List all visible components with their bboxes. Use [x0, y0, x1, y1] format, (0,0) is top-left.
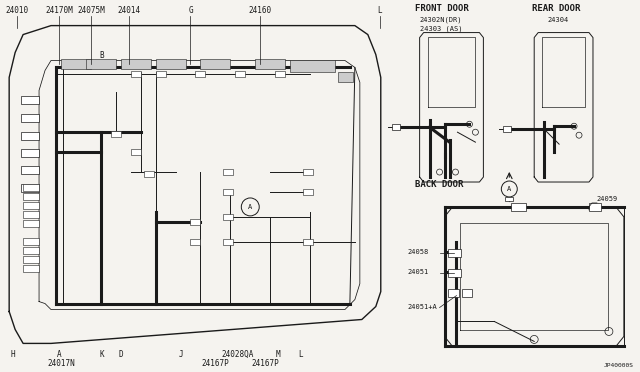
- Bar: [223, 239, 234, 245]
- Bar: [156, 71, 166, 77]
- Polygon shape: [534, 33, 593, 182]
- Bar: [506, 197, 513, 201]
- Bar: [23, 193, 39, 200]
- Bar: [503, 126, 511, 132]
- Text: L: L: [298, 350, 302, 359]
- Bar: [23, 220, 39, 227]
- Bar: [447, 249, 461, 257]
- Bar: [392, 124, 400, 130]
- Bar: [23, 265, 39, 272]
- Text: D: D: [118, 350, 123, 359]
- Text: REAR DOOR: REAR DOOR: [532, 4, 580, 13]
- Text: 24304: 24304: [547, 17, 568, 23]
- Text: 24051+A: 24051+A: [408, 304, 437, 310]
- Bar: [23, 256, 39, 263]
- Bar: [131, 71, 141, 77]
- Text: 24303 (AS): 24303 (AS): [420, 25, 462, 32]
- Bar: [21, 166, 39, 174]
- Text: JP40000S: JP40000S: [604, 363, 634, 368]
- Bar: [21, 184, 39, 192]
- Bar: [121, 60, 150, 70]
- Bar: [131, 149, 141, 155]
- Text: A: A: [57, 350, 61, 359]
- Bar: [195, 71, 205, 77]
- Bar: [236, 71, 245, 77]
- Bar: [23, 211, 39, 218]
- Bar: [23, 247, 39, 254]
- Text: 24167P: 24167P: [202, 359, 229, 368]
- Text: 24017N: 24017N: [47, 359, 75, 368]
- Bar: [23, 184, 39, 191]
- Bar: [200, 60, 230, 70]
- Text: 24058: 24058: [408, 249, 429, 255]
- Bar: [463, 289, 472, 296]
- Bar: [303, 189, 313, 195]
- Bar: [21, 114, 39, 122]
- Text: 24302N(DR): 24302N(DR): [420, 16, 462, 23]
- Text: 24170M: 24170M: [45, 6, 73, 15]
- Bar: [303, 239, 313, 245]
- Bar: [223, 214, 234, 220]
- Bar: [338, 73, 353, 82]
- Text: M: M: [276, 350, 280, 359]
- Text: A: A: [248, 204, 252, 210]
- Text: 24051: 24051: [408, 269, 429, 275]
- Polygon shape: [445, 207, 624, 346]
- Text: K: K: [99, 350, 104, 359]
- Bar: [21, 96, 39, 104]
- Text: B: B: [100, 51, 104, 60]
- Text: L: L: [378, 6, 382, 15]
- Bar: [511, 203, 526, 211]
- Bar: [86, 60, 116, 70]
- Polygon shape: [9, 26, 381, 343]
- Bar: [447, 269, 461, 277]
- Bar: [223, 189, 234, 195]
- Text: J: J: [178, 350, 183, 359]
- Bar: [275, 71, 285, 77]
- Text: 24075M: 24075M: [77, 6, 105, 15]
- Polygon shape: [420, 33, 483, 182]
- Bar: [23, 202, 39, 209]
- Bar: [23, 238, 39, 245]
- Bar: [191, 219, 200, 225]
- Bar: [21, 132, 39, 140]
- Bar: [143, 171, 154, 177]
- Text: 24028QA: 24028QA: [221, 350, 253, 359]
- Text: 24059: 24059: [597, 196, 618, 202]
- Text: H: H: [11, 350, 15, 359]
- Text: G: G: [188, 6, 193, 15]
- Bar: [21, 149, 39, 157]
- Bar: [303, 169, 313, 175]
- Bar: [111, 131, 121, 137]
- Text: 24010: 24010: [6, 6, 29, 15]
- Bar: [447, 289, 460, 296]
- Bar: [61, 60, 91, 70]
- Bar: [255, 60, 285, 70]
- Bar: [290, 61, 335, 73]
- Bar: [223, 169, 234, 175]
- Text: A: A: [507, 186, 511, 192]
- Text: 24014: 24014: [117, 6, 140, 15]
- Text: FRONT DOOR: FRONT DOOR: [415, 4, 468, 13]
- Bar: [191, 239, 200, 245]
- Bar: [589, 203, 601, 211]
- Text: 24160: 24160: [249, 6, 272, 15]
- Text: BACK DOOR: BACK DOOR: [415, 180, 463, 189]
- Text: 24167P: 24167P: [252, 359, 279, 368]
- Bar: [156, 60, 186, 70]
